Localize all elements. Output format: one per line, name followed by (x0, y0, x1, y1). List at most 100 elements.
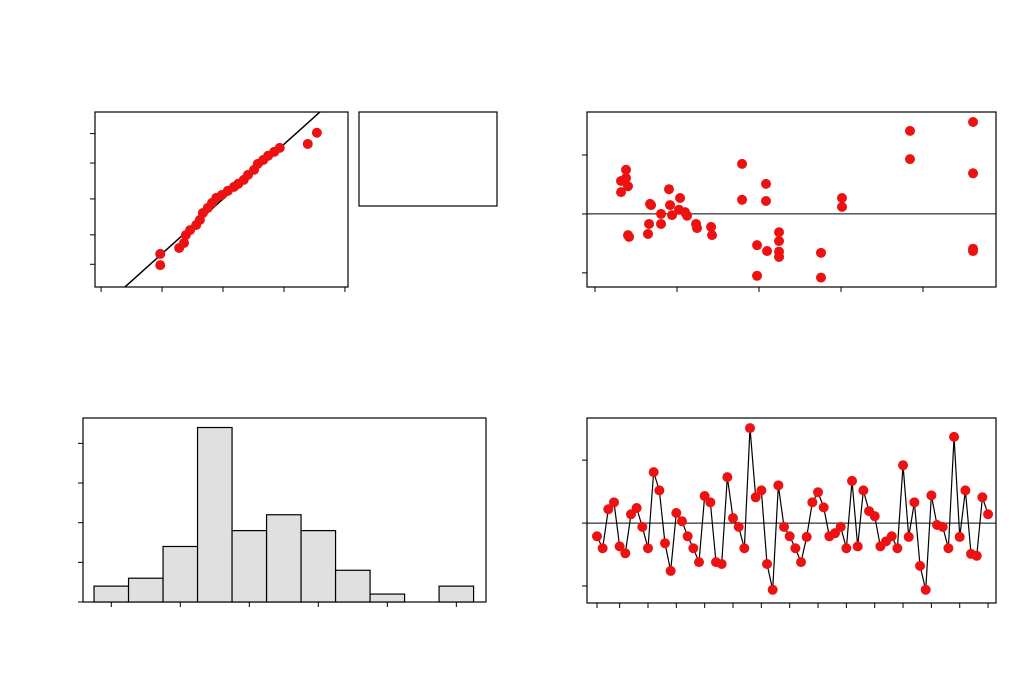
bar (93, 585, 130, 603)
plot (582, 417, 997, 608)
point (790, 543, 801, 554)
point (752, 270, 763, 281)
bar (438, 585, 475, 603)
point (155, 260, 166, 271)
bar (369, 593, 406, 603)
point (801, 531, 812, 542)
point (179, 237, 190, 248)
point (739, 543, 750, 554)
point (920, 584, 931, 595)
point (773, 480, 784, 491)
plot (582, 111, 997, 292)
point (796, 557, 807, 568)
point (728, 513, 739, 524)
point (591, 531, 602, 542)
point (665, 565, 676, 576)
point (760, 178, 771, 189)
point (311, 127, 322, 138)
point (642, 543, 653, 554)
bar (196, 426, 233, 603)
bar (300, 530, 337, 603)
point (960, 485, 971, 496)
point (659, 538, 670, 549)
point (904, 125, 915, 136)
point (816, 272, 827, 283)
point (722, 472, 733, 483)
point (847, 475, 858, 486)
point (971, 550, 982, 561)
series-line (596, 428, 989, 590)
point (676, 516, 687, 527)
point (752, 240, 763, 251)
point (903, 531, 914, 542)
point (762, 558, 773, 569)
point (909, 497, 920, 508)
point (716, 558, 727, 569)
point (603, 504, 614, 515)
point (774, 236, 785, 247)
point (983, 509, 994, 520)
point (654, 485, 665, 496)
point (807, 497, 818, 508)
point (760, 195, 771, 206)
point (784, 531, 795, 542)
point (644, 218, 655, 229)
point (813, 487, 824, 498)
point (774, 227, 785, 238)
point (663, 184, 674, 195)
point (706, 221, 717, 232)
point (737, 158, 748, 169)
point (837, 201, 848, 212)
point (656, 218, 667, 229)
point (745, 423, 756, 434)
point (943, 543, 954, 554)
point (968, 117, 979, 128)
point (682, 531, 693, 542)
point (705, 497, 716, 508)
point (818, 502, 829, 513)
point (733, 521, 744, 532)
point (816, 247, 827, 258)
point (756, 485, 767, 496)
point (954, 531, 965, 542)
point (977, 492, 988, 503)
point (858, 485, 869, 496)
point (302, 138, 313, 149)
point (620, 548, 631, 559)
point (621, 164, 632, 175)
point (688, 543, 699, 554)
bar (334, 569, 371, 603)
point (779, 521, 790, 532)
point (841, 543, 852, 554)
point (646, 200, 657, 211)
point (616, 187, 627, 198)
legend-box (358, 111, 498, 207)
point (675, 193, 686, 204)
bar (231, 530, 268, 603)
point (762, 246, 773, 257)
point (597, 543, 608, 554)
point (707, 230, 718, 241)
point (737, 194, 748, 205)
point (869, 511, 880, 522)
point (892, 543, 903, 554)
point (155, 248, 166, 259)
point (750, 492, 761, 503)
point (667, 210, 678, 221)
point (968, 168, 979, 179)
point (837, 193, 848, 204)
point (608, 497, 619, 508)
point (274, 142, 285, 153)
plot-frame (586, 417, 997, 604)
plot (78, 417, 487, 607)
plot-frame (586, 111, 997, 288)
point (926, 490, 937, 501)
point (682, 210, 693, 221)
point (692, 223, 703, 234)
plot (90, 111, 349, 292)
point (624, 231, 635, 242)
point (852, 541, 863, 552)
point (648, 467, 659, 478)
point (904, 154, 915, 165)
